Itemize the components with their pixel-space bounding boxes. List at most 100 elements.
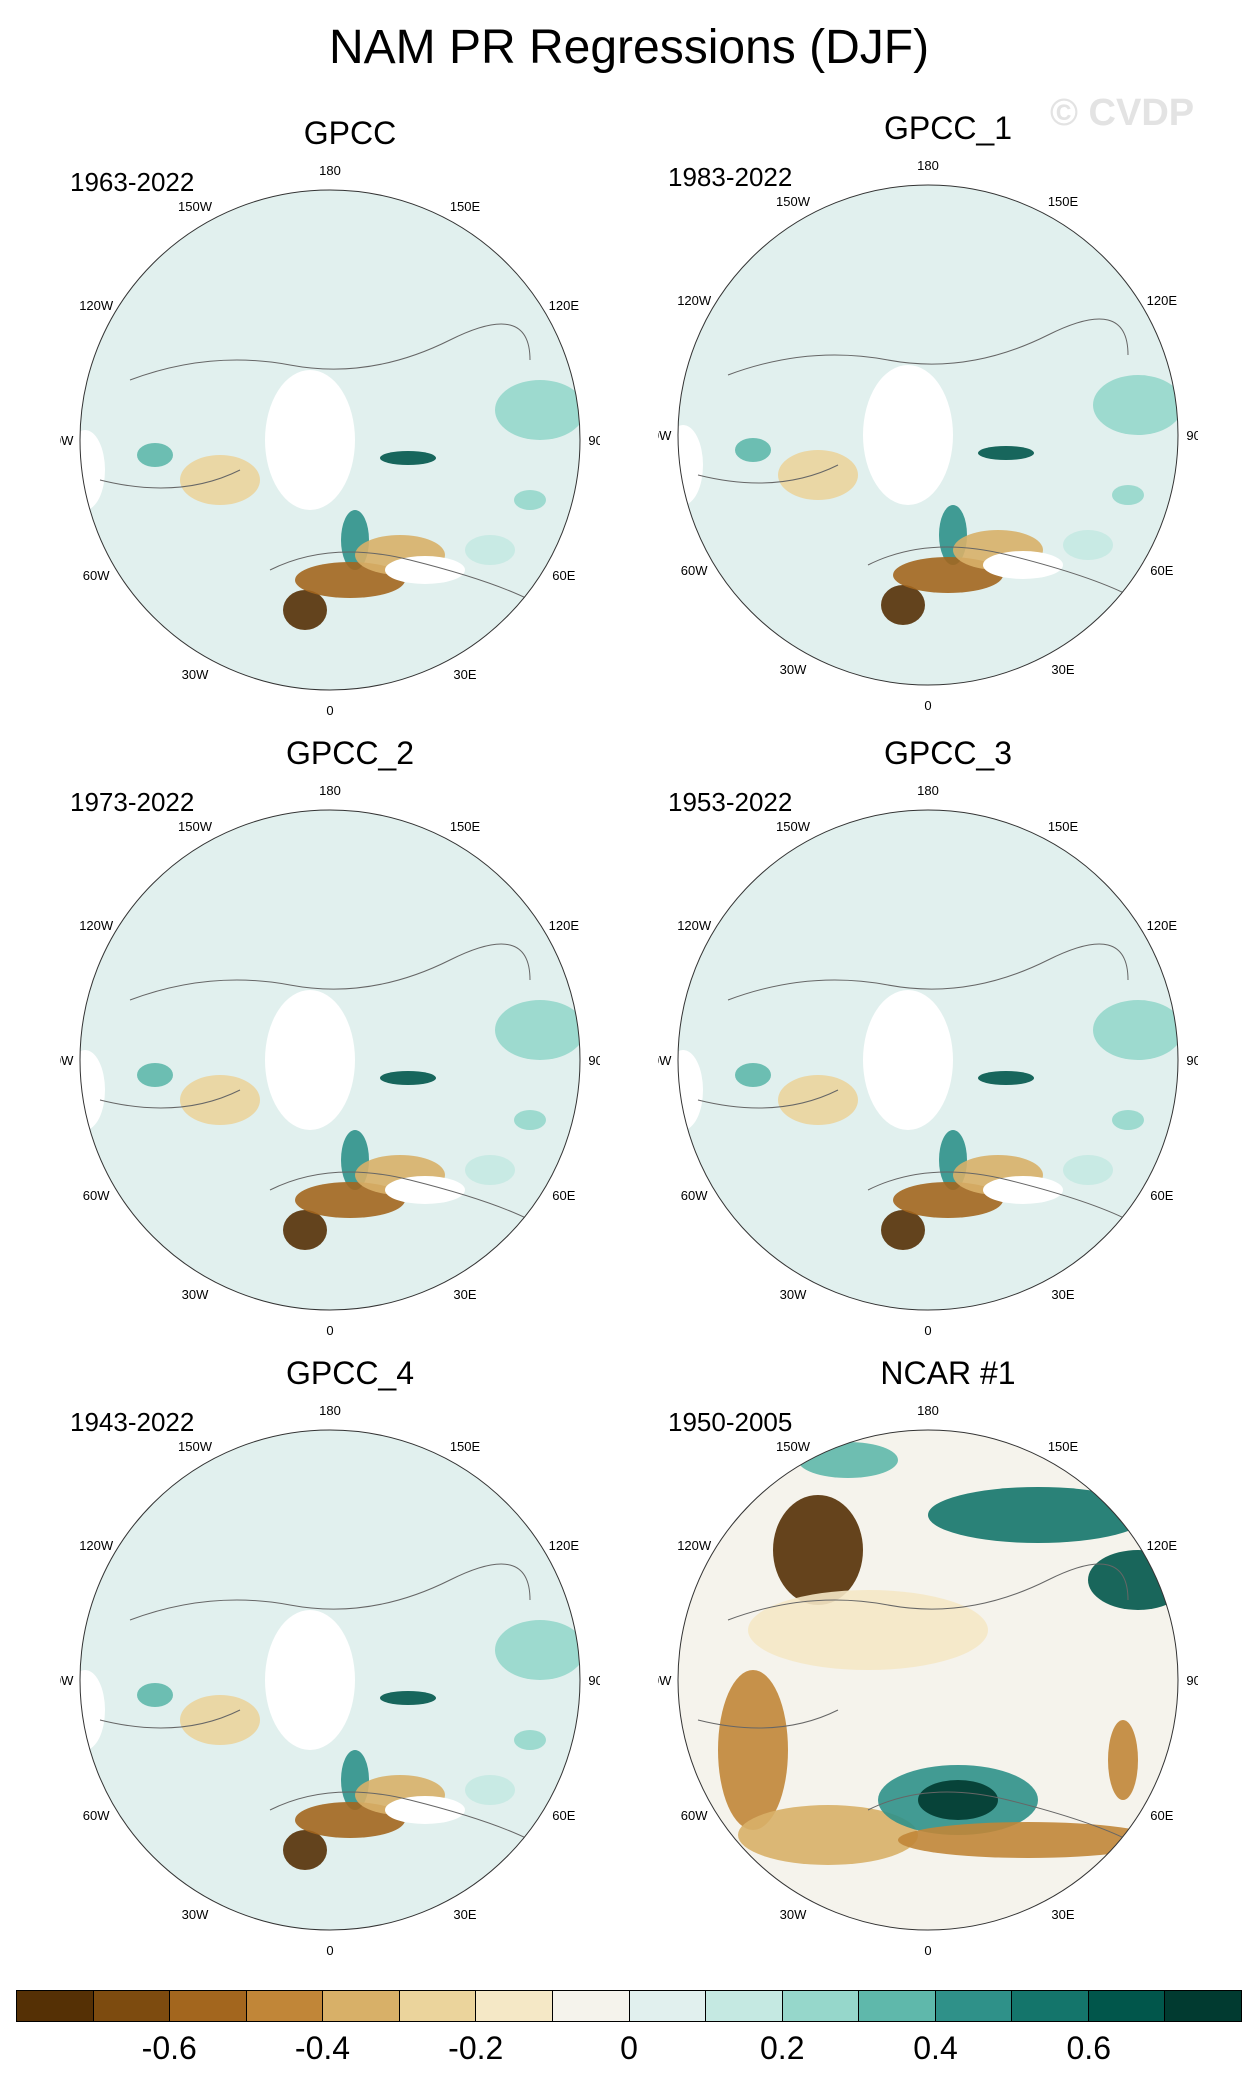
map-border	[677, 184, 1179, 686]
longitude-label: 30E	[1051, 1287, 1074, 1302]
field-anomaly	[137, 1683, 173, 1707]
colorbar-swatch	[93, 1991, 171, 2021]
colorbar-swatch	[629, 1991, 707, 2021]
longitude-label: 90E	[1186, 1673, 1198, 1688]
panel-title: NCAR #1	[880, 1355, 1016, 1391]
colorbar-swatch	[1012, 1991, 1089, 2021]
colorbar-tick-label: -0.2	[448, 2030, 504, 2066]
colorbar-tick-label: 0.2	[760, 2030, 805, 2066]
longitude-label: 90W	[60, 433, 74, 448]
field-anomaly	[748, 1590, 988, 1670]
polar-map: 180 150E 120E 90E 60E 30E 0 30W 60W 90W 120W 150W	[658, 1403, 1198, 1955]
longitude-label: 150W	[776, 194, 811, 209]
longitude-label: 60W	[83, 568, 110, 583]
figure-title: NAM PR Regressions (DJF)	[328, 21, 930, 74]
longitude-label: 150W	[178, 819, 213, 834]
field-anomaly	[735, 1063, 771, 1087]
longitude-label: 150E	[1048, 194, 1079, 209]
longitude-label: 30E	[453, 1907, 476, 1922]
colorbar-swatch	[1165, 1991, 1241, 2021]
coastline	[697, 318, 1129, 596]
greenland-missing	[265, 370, 355, 510]
colorbar-tick-label: 0	[620, 2030, 638, 2066]
panel-title: GPCC	[303, 115, 397, 151]
longitude-label: 90W	[658, 1053, 672, 1068]
longitude-label: 120W	[79, 918, 114, 933]
panel-title: GPCC_3	[883, 735, 1013, 771]
colorbar-swatch	[782, 1991, 860, 2021]
map-panel: GPCC_1 1983-2022 180 150E 120E 90E 60E 30E 0 30W 6…	[658, 110, 1228, 710]
map-border	[79, 1429, 581, 1931]
colorbar-tick-label: -0.4	[294, 2030, 351, 2066]
longitude-label: 30W	[780, 662, 807, 677]
field-anomaly	[283, 1210, 327, 1250]
field-anomaly	[978, 1071, 1034, 1085]
field-anomaly	[978, 446, 1034, 460]
longitude-label: 0	[326, 703, 333, 715]
colorbar-swatch	[323, 1991, 400, 2021]
longitude-label: 120W	[677, 293, 712, 308]
longitude-label: 90E	[1186, 428, 1198, 443]
field-anomaly	[380, 1071, 436, 1085]
field-anomaly	[718, 1670, 788, 1830]
longitude-label: 180	[917, 1403, 939, 1418]
map-panel: GPCC_4 1943-2022 180 150E 120E 90E 60E 30E 0 30W 6…	[60, 1355, 630, 1955]
longitude-label: 180	[319, 783, 341, 798]
longitude-label: 30E	[453, 1287, 476, 1302]
sea-missing	[385, 1176, 465, 1204]
longitude-label: 0	[326, 1943, 333, 1955]
panel-years: 1950-2005	[668, 1407, 793, 1437]
longitude-label: 60W	[681, 563, 708, 578]
longitude-label: 90E	[588, 1053, 600, 1068]
missing-area	[678, 1050, 703, 1130]
field-anomaly	[928, 1487, 1148, 1543]
field-anomaly	[180, 1075, 260, 1125]
map-border	[79, 189, 581, 691]
field-anomaly	[1093, 375, 1178, 435]
longitude-label: 150E	[450, 819, 481, 834]
map-panel: NCAR #1 1950-2005 180 150E 120E 90E 60E 30E 0 30W…	[658, 1355, 1228, 1955]
longitude-label: 0	[326, 1323, 333, 1335]
longitude-label: 120E	[549, 298, 580, 313]
watermark: © CVDP	[1050, 92, 1195, 134]
longitude-label: 30W	[780, 1907, 807, 1922]
polar-map: 180 150E 120E 90E 60E 30E 0 30W 60W 90W 120W 150W	[658, 783, 1198, 1335]
longitude-label: 180	[319, 163, 341, 178]
longitude-label: 90E	[588, 433, 600, 448]
map-panel: GPCC 1963-2022 180 150E 120E 90E 60E 30E 0 30W 60W…	[60, 115, 630, 715]
field-anomaly	[514, 490, 546, 510]
field-anomaly	[514, 1110, 546, 1130]
longitude-label: 30W	[182, 1907, 209, 1922]
longitude-label: 60E	[1150, 1808, 1173, 1823]
longitude-label: 90E	[588, 1673, 600, 1688]
field-anomaly	[137, 443, 173, 467]
field-anomaly	[465, 1155, 515, 1185]
longitude-label: 120E	[1147, 918, 1178, 933]
longitude-label: 60E	[552, 568, 575, 583]
panel-years: 1953-2022	[668, 787, 793, 817]
colorbar-swatch	[1088, 1991, 1166, 2021]
coastline	[697, 1563, 1129, 1841]
greenland-missing	[265, 990, 355, 1130]
panel-title: GPCC_4	[285, 1355, 415, 1391]
map-panel: GPCC_2 1973-2022 180 150E 120E 90E 60E 30E 0 30W 6…	[60, 735, 630, 1335]
panel-years: 1943-2022	[70, 1407, 195, 1437]
longitude-label: 30W	[780, 1287, 807, 1302]
sea-missing	[983, 551, 1063, 579]
panel-title: GPCC_2	[285, 735, 415, 771]
field-anomaly	[881, 585, 925, 625]
field-anomaly	[1112, 485, 1144, 505]
field-anomaly	[495, 1620, 580, 1680]
longitude-label: 180	[319, 1403, 341, 1418]
longitude-label: 90W	[658, 1673, 672, 1688]
field-anomaly	[180, 455, 260, 505]
sea-missing	[385, 556, 465, 584]
field-anomaly	[918, 1780, 998, 1820]
longitude-label: 30E	[1051, 1907, 1074, 1922]
longitude-label: 90W	[60, 1053, 74, 1068]
longitude-label: 120E	[1147, 1538, 1178, 1553]
field-anomaly	[283, 590, 327, 630]
longitude-label: 150E	[1048, 819, 1079, 834]
longitude-label: 60E	[552, 1808, 575, 1823]
longitude-label: 0	[924, 1323, 931, 1335]
